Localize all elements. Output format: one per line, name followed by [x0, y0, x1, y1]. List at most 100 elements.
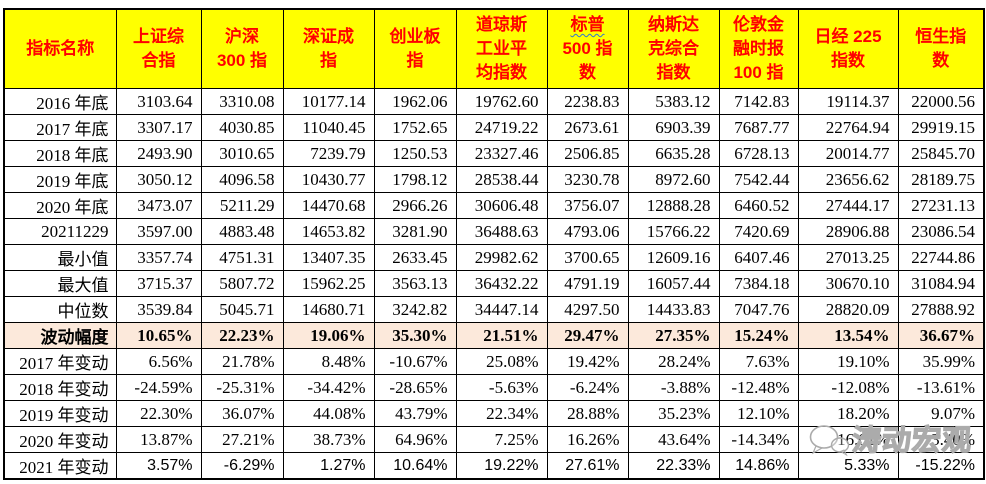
value-cell: 43.79% — [373, 400, 457, 427]
value-cell: -15.22% — [897, 452, 985, 480]
value-cell: 5045.71 — [200, 296, 284, 323]
value-cell: -34.42% — [282, 374, 375, 401]
column-header: 恒生指数 — [897, 8, 985, 89]
row-label: 2017 年变动 — [3, 348, 117, 375]
column-header: 创业板指 — [373, 8, 457, 89]
value-cell: 14.86% — [718, 452, 799, 480]
value-cell: 7384.18 — [718, 270, 799, 297]
value-cell: -25.31% — [200, 374, 284, 401]
value-cell: 23086.54 — [897, 218, 985, 245]
value-cell: -6.24% — [546, 374, 629, 401]
value-cell: 36.67% — [897, 322, 985, 349]
value-cell: 4096.58 — [200, 166, 284, 193]
value-cell: 27.61% — [546, 452, 629, 480]
value-cell: 3103.64 — [115, 88, 202, 115]
row-label: 2018 年变动 — [3, 374, 117, 401]
value-cell: 12.10% — [718, 400, 799, 427]
value-cell: 13.54% — [797, 322, 899, 349]
value-cell: 6460.52 — [718, 192, 799, 219]
value-cell: 25.08% — [455, 348, 548, 375]
row-label: 波动幅度 — [3, 322, 117, 349]
row-label: 中位数 — [3, 296, 117, 323]
row-label: 20211229 — [3, 218, 117, 245]
value-cell: 14653.82 — [282, 218, 375, 245]
value-cell: 10.65% — [115, 322, 202, 349]
value-cell: 27888.92 — [897, 296, 985, 323]
value-cell: 7142.83 — [718, 88, 799, 115]
value-cell: 7239.79 — [282, 140, 375, 167]
value-cell: 3715.37 — [115, 270, 202, 297]
value-cell: 9.07% — [897, 400, 985, 427]
corner-header: 指标名称 — [3, 8, 117, 89]
value-cell: 1962.06 — [373, 88, 457, 115]
value-cell: 22.30% — [115, 400, 202, 427]
value-cell: 30606.48 — [455, 192, 548, 219]
value-cell: 7420.69 — [718, 218, 799, 245]
column-header: 伦敦金 融时报 100 指 — [718, 8, 799, 89]
header-row: 指标名称 上证综 合指 沪深 300 指深证成指创业板指道琼斯 工业平 均指数 标普 500 指… — [3, 8, 985, 89]
value-cell: 6.56% — [115, 348, 202, 375]
table-header: 指标名称 上证综 合指 沪深 300 指深证成指创业板指道琼斯 工业平 均指数 标普 500 指… — [3, 8, 985, 89]
value-cell: 3473.07 — [115, 192, 202, 219]
value-cell: 3539.84 — [115, 296, 202, 323]
value-cell: 5807.72 — [200, 270, 284, 297]
value-cell: 3242.82 — [373, 296, 457, 323]
value-cell: -10.67% — [373, 348, 457, 375]
row-label: 2020 年变动 — [3, 426, 117, 453]
value-cell: 23327.46 — [455, 140, 548, 167]
column-header: 标普 500 指数 — [546, 8, 629, 89]
value-cell: 29.47% — [546, 322, 629, 349]
value-cell: 19.06% — [282, 322, 375, 349]
value-cell: 27231.13 — [897, 192, 985, 219]
value-cell: 4297.50 — [546, 296, 629, 323]
value-cell: 4030.85 — [200, 114, 284, 141]
value-cell: 28189.75 — [897, 166, 985, 193]
value-cell: 1.27% — [282, 452, 375, 480]
value-cell: 22.33% — [627, 452, 720, 480]
value-cell: 4751.31 — [200, 244, 284, 271]
value-cell: 28820.09 — [797, 296, 899, 323]
value-cell: 3307.17 — [115, 114, 202, 141]
value-cell: 22.23% — [200, 322, 284, 349]
table-row: 2018 年底 2493.90 3010.65 7239.79 1250.53 23327… — [3, 140, 985, 167]
value-cell: 1798.12 — [373, 166, 457, 193]
value-cell: 18.20% — [797, 400, 899, 427]
table-row: 2021 年变动 3.57% -6.29% 1.27% 10.64% 19.22% 27.6… — [3, 452, 985, 480]
value-cell: 22000.56 — [897, 88, 985, 115]
value-cell: 2238.83 — [546, 88, 629, 115]
value-cell: 8.48% — [282, 348, 375, 375]
value-cell: 22764.94 — [797, 114, 899, 141]
value-cell: 4791.19 — [546, 270, 629, 297]
row-label: 2019 年变动 — [3, 400, 117, 427]
column-header: 上证综 合指 — [115, 8, 202, 89]
value-cell: 5.33% — [797, 452, 899, 480]
value-cell: -3.88% — [627, 374, 720, 401]
value-cell: -13.61% — [897, 374, 985, 401]
value-cell: -24.59% — [115, 374, 202, 401]
value-cell: 6728.13 — [718, 140, 799, 167]
value-cell: 27.21% — [200, 426, 284, 453]
value-cell: 7047.76 — [718, 296, 799, 323]
value-cell: -5.63% — [455, 374, 548, 401]
column-header: 沪深 300 指 — [200, 8, 284, 89]
value-cell: 3050.12 — [115, 166, 202, 193]
table-row: 2016 年底 3103.64 3310.08 10177.14 1962.06 1976… — [3, 88, 985, 115]
value-cell: 24719.22 — [455, 114, 548, 141]
column-header: 道琼斯 工业平 均指数 — [455, 8, 548, 89]
row-label: 最大值 — [3, 270, 117, 297]
value-cell: 43.64% — [627, 426, 720, 453]
value-cell: 12609.16 — [627, 244, 720, 271]
value-cell: -28.65% — [373, 374, 457, 401]
table-row: 中位数 3539.84 5045.71 14680.71 3242.82 34447.14… — [3, 296, 985, 323]
value-cell: 35.23% — [627, 400, 720, 427]
value-cell: 16.26% — [546, 426, 629, 453]
value-cell: 4793.06 — [546, 218, 629, 245]
value-cell: 35.30% — [373, 322, 457, 349]
column-header: 纳斯达 克综合 指数 — [627, 8, 720, 89]
value-cell: 6635.28 — [627, 140, 720, 167]
table-body: 2016 年底 3103.64 3310.08 10177.14 1962.06 1976… — [3, 88, 985, 480]
value-cell: 27.35% — [627, 322, 720, 349]
value-cell: 7687.77 — [718, 114, 799, 141]
value-cell: 15.24% — [718, 322, 799, 349]
value-cell: 27444.17 — [797, 192, 899, 219]
